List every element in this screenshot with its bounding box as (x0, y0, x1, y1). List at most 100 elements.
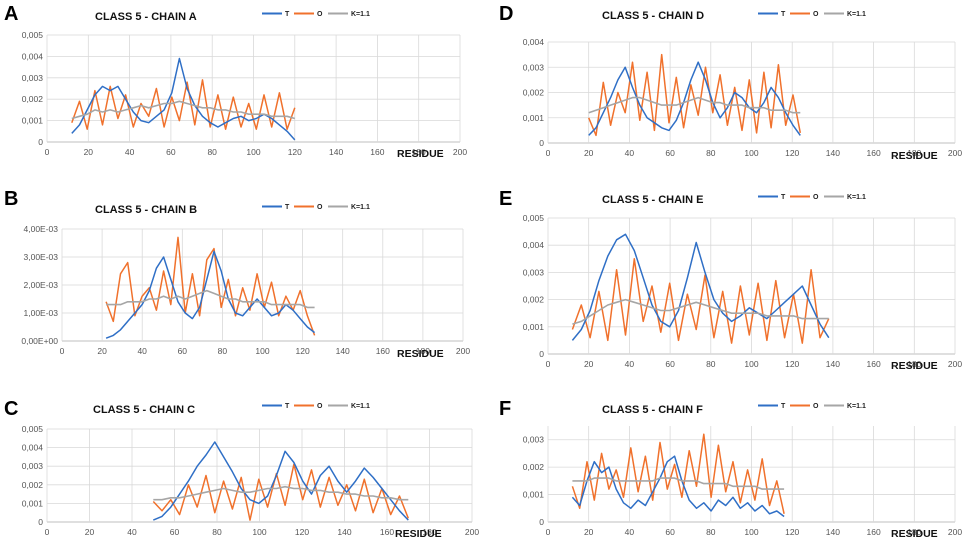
chart-panel-d: D CLASS 5 - CHAIN D T O K=1.1 0 0,001 0,002 0,00… (499, 3, 962, 162)
series-line-k11 (572, 477, 785, 490)
y-tick-label: 0,003 (22, 461, 44, 471)
legend-label: T (781, 403, 786, 410)
x-tick-label: 100 (252, 527, 266, 537)
series-line-k11 (153, 485, 409, 501)
y-tick-label: 3,00E-03 (24, 252, 59, 262)
series-line-t (105, 250, 316, 339)
x-tick-label: 80 (212, 527, 222, 537)
legend-label: K=1.1 (847, 194, 866, 201)
chart-title: CLASS 5 - CHAIN B (95, 204, 197, 216)
x-tick-label: 180 (907, 359, 921, 369)
x-axis-title: RESIDUE (397, 348, 444, 360)
x-tick-label: 60 (665, 359, 675, 369)
y-tick-label: 0,002 (22, 94, 44, 104)
y-tick-label: 0,004 (523, 37, 545, 47)
x-tick-label: 40 (127, 527, 137, 537)
series-line-t (571, 233, 830, 341)
x-tick-label: 40 (137, 346, 147, 356)
chart-legend: T O K=1.1 (262, 204, 370, 211)
panel-label: C (4, 398, 18, 420)
x-tick-label: 60 (170, 527, 180, 537)
x-tick-label: 180 (412, 147, 426, 157)
chart-title: CLASS 5 - CHAIN C (93, 404, 195, 416)
x-tick-label: 60 (166, 147, 176, 157)
x-tick-label: 200 (948, 527, 962, 537)
y-tick-label: 4,00E-03 (24, 224, 59, 234)
series-line-o (152, 463, 409, 521)
x-tick-label: 100 (744, 527, 758, 537)
x-tick-label: 60 (178, 346, 188, 356)
series-line-k11 (588, 96, 801, 114)
x-tick-label: 20 (85, 527, 95, 537)
x-tick-label: 20 (584, 148, 594, 158)
chart-legend: T O K=1.1 (758, 194, 866, 201)
x-tick-label: 100 (744, 359, 758, 369)
x-tick-label: 80 (207, 147, 217, 157)
series-line-t (153, 441, 409, 521)
x-tick-label: 180 (907, 527, 921, 537)
legend-label: T (285, 204, 290, 211)
panel-label: B (4, 188, 18, 210)
legend-label: O (813, 194, 819, 201)
y-tick-label: 0,001 (22, 116, 44, 126)
x-tick-label: 160 (867, 359, 881, 369)
y-tick-label: 0 (539, 517, 544, 527)
legend-label: O (317, 403, 323, 410)
series-line-t (571, 455, 785, 518)
y-tick-label: 0,001 (523, 490, 545, 500)
x-tick-label: 0 (546, 148, 551, 158)
chart-panel-b: B CLASS 5 - CHAIN B T O K=1.1 0,00E+00 1,00E-0… (4, 188, 470, 360)
x-tick-label: 20 (584, 359, 594, 369)
legend-label: O (317, 204, 323, 211)
x-tick-label: 20 (84, 147, 94, 157)
x-tick-label: 0 (45, 147, 50, 157)
y-tick-label: 0,004 (523, 240, 545, 250)
x-tick-label: 200 (456, 346, 470, 356)
series-line-t (588, 61, 801, 136)
x-tick-label: 80 (706, 148, 716, 158)
x-axis-title: RESIDUE (891, 150, 938, 162)
legend-label: O (813, 403, 819, 410)
y-tick-label: 0 (38, 137, 43, 147)
series-line-k11 (106, 289, 315, 309)
x-tick-label: 40 (625, 359, 635, 369)
x-axis-title: RESIDUE (397, 148, 444, 160)
chart-legend: T O K=1.1 (262, 11, 370, 18)
panel-label: F (499, 398, 511, 420)
y-tick-label: 0,005 (523, 213, 545, 223)
x-tick-label: 140 (826, 527, 840, 537)
y-tick-label: 0,003 (22, 73, 44, 83)
x-tick-label: 100 (246, 147, 260, 157)
chart-panel-f: F CLASS 5 - CHAIN F T O K=1.1 0 0,001 0,002 0,00… (499, 398, 962, 540)
x-tick-label: 200 (465, 527, 479, 537)
series-line-k11 (71, 100, 296, 120)
y-tick-label: 0,005 (22, 424, 44, 434)
x-tick-label: 60 (665, 527, 675, 537)
legend-label: K=1.1 (351, 204, 370, 211)
x-tick-label: 140 (337, 527, 351, 537)
legend-label: O (813, 11, 819, 18)
legend-label: K=1.1 (847, 11, 866, 18)
x-tick-label: 140 (826, 359, 840, 369)
x-tick-label: 120 (785, 359, 799, 369)
x-tick-label: 120 (295, 527, 309, 537)
legend-label: T (285, 11, 290, 18)
x-tick-label: 140 (329, 147, 343, 157)
x-tick-label: 100 (744, 148, 758, 158)
series-line-o (571, 433, 785, 514)
x-tick-label: 80 (218, 346, 228, 356)
chart-title: CLASS 5 - CHAIN F (602, 404, 703, 416)
x-tick-label: 160 (380, 527, 394, 537)
chart-title: CLASS 5 - CHAIN D (602, 10, 704, 22)
x-tick-label: 160 (370, 147, 384, 157)
y-tick-label: 0,003 (523, 62, 545, 72)
legend-label: K=1.1 (847, 403, 866, 410)
y-tick-label: 0,002 (523, 88, 545, 98)
panel-label: A (4, 3, 18, 25)
x-axis-title: RESIDUE (395, 528, 442, 540)
x-tick-label: 100 (255, 346, 269, 356)
y-tick-label: 0 (539, 138, 544, 148)
series-line-k11 (572, 298, 829, 325)
y-tick-label: 0,003 (523, 435, 545, 445)
y-tick-label: 0,001 (523, 322, 545, 332)
